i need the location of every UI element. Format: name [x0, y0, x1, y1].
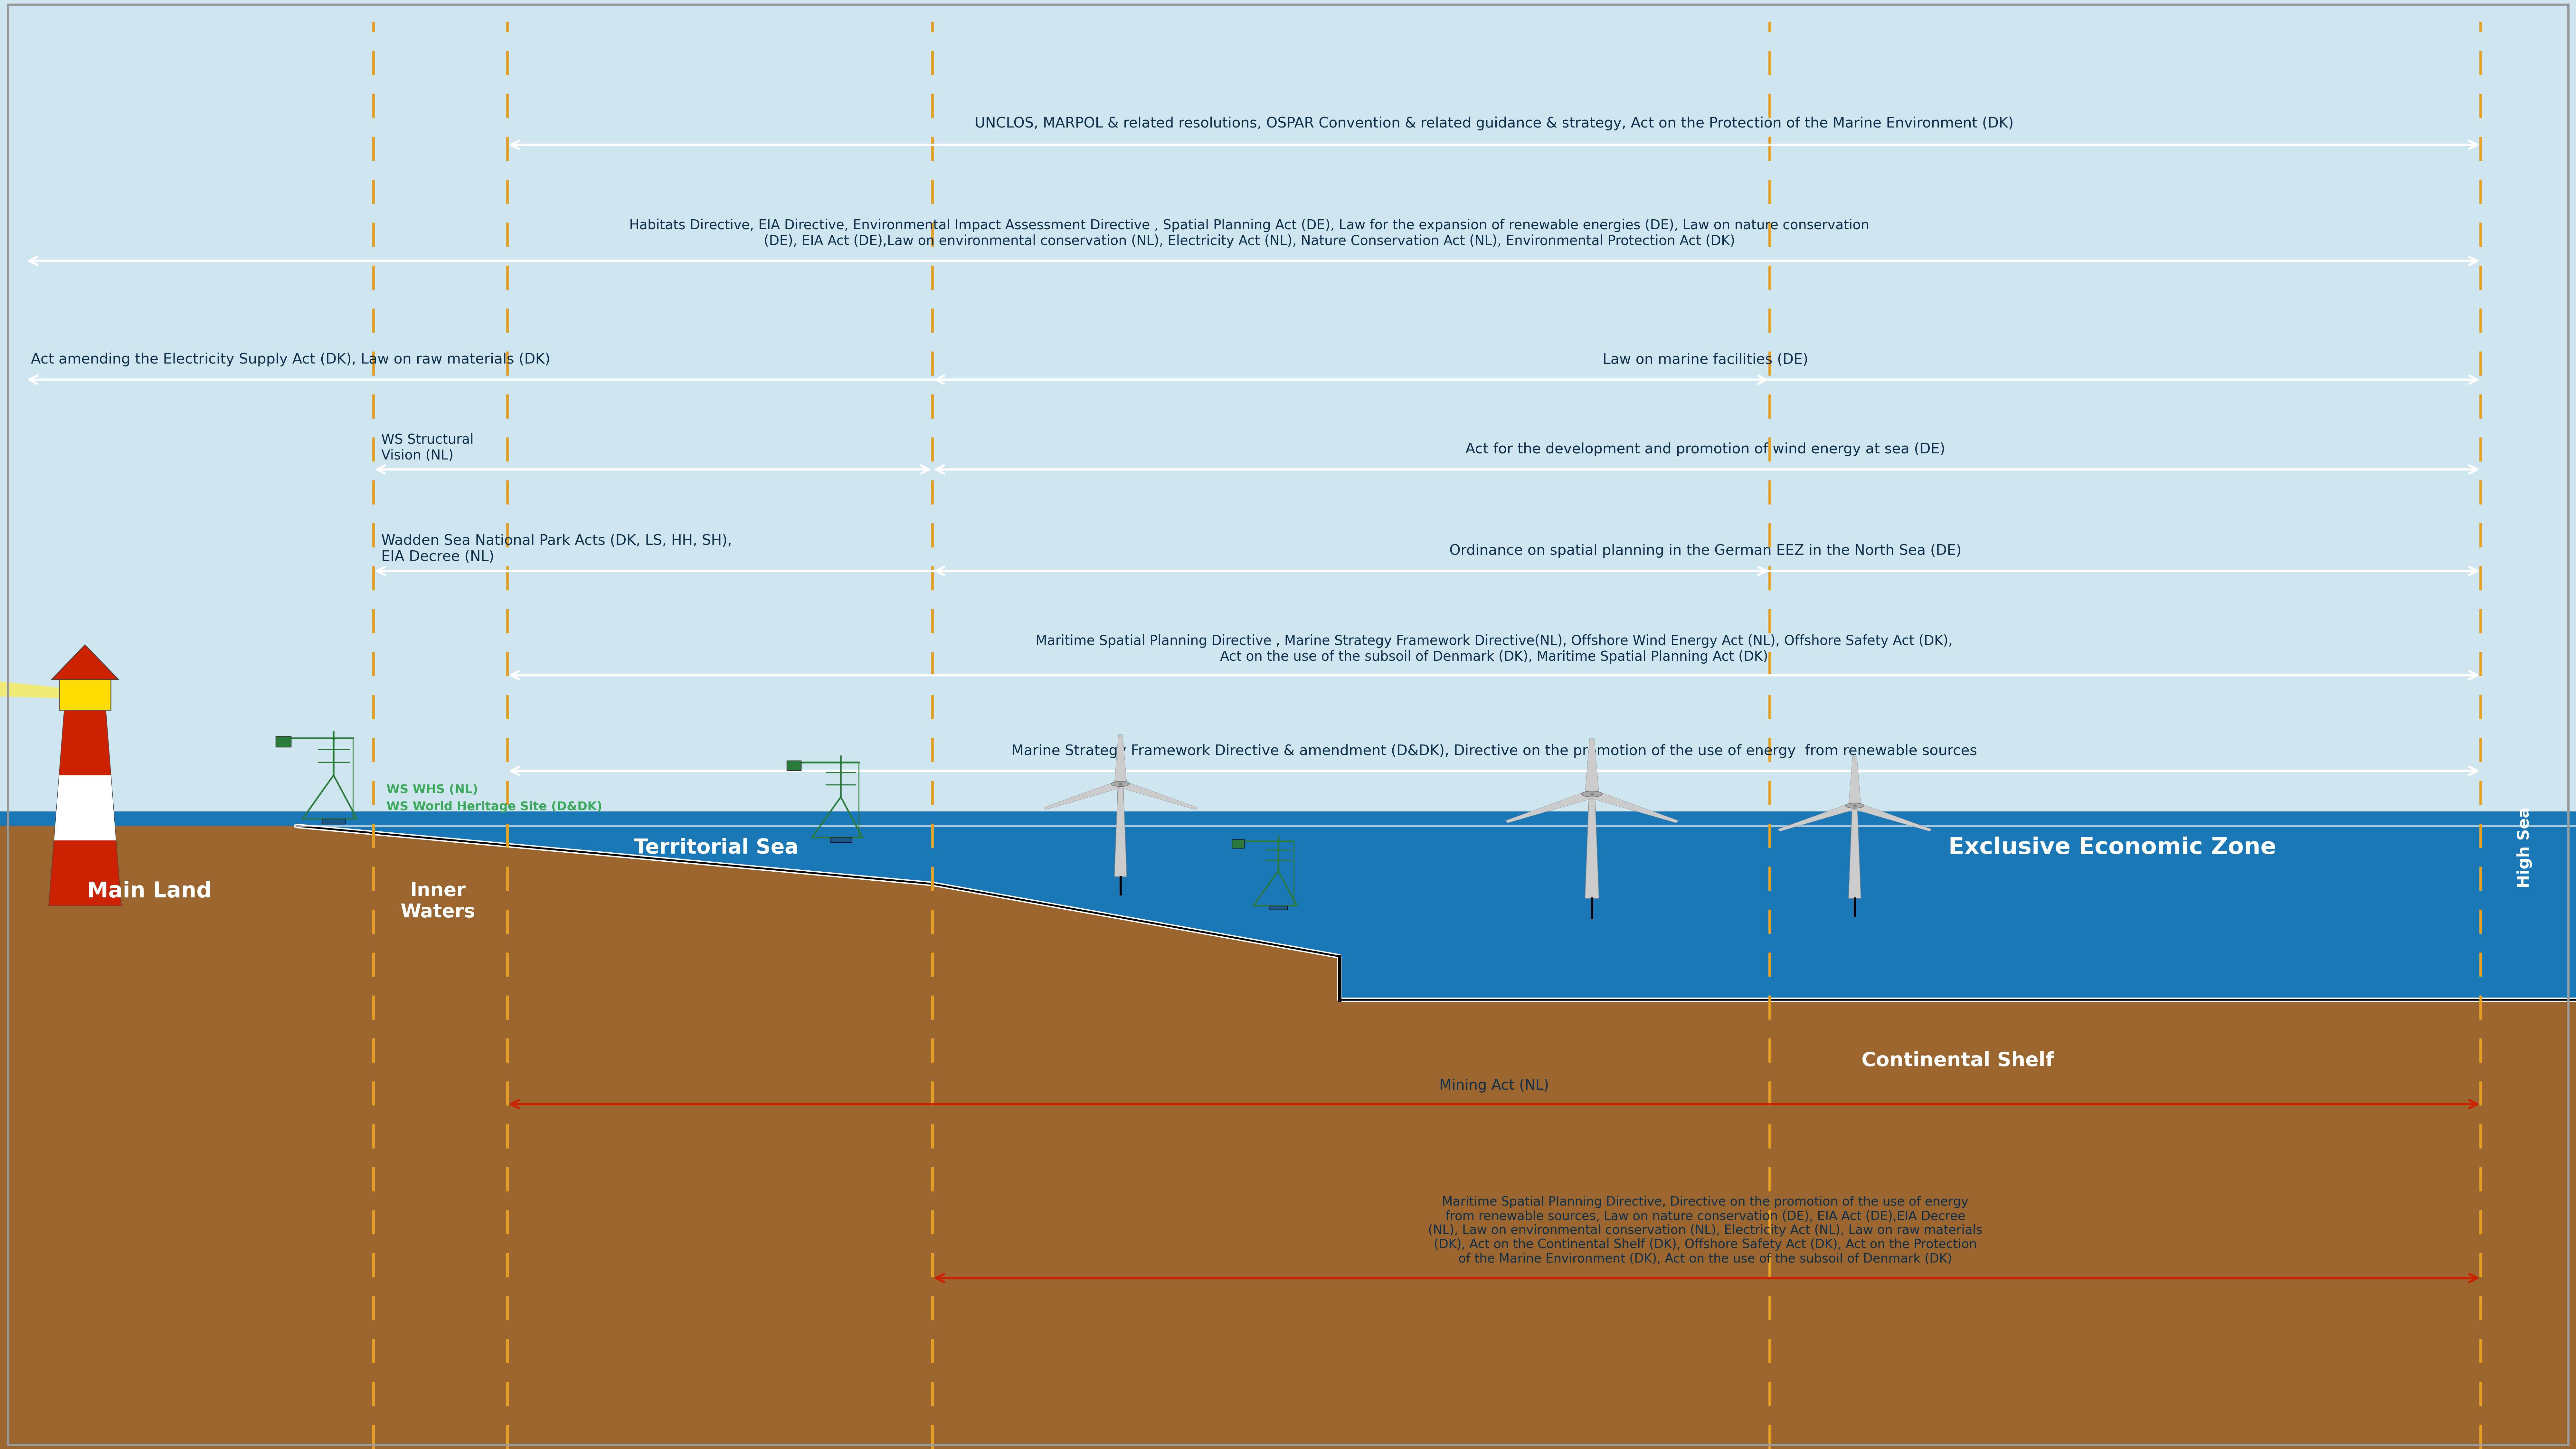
Text: Mining Act (NL): Mining Act (NL)	[1440, 1078, 1548, 1093]
Polygon shape	[1850, 806, 1860, 898]
FancyBboxPatch shape	[0, 826, 2576, 1449]
Text: Maritime Spatial Planning Directive , Marine Strategy Framework Directive(NL), O: Maritime Spatial Planning Directive , Ma…	[1036, 635, 1953, 664]
FancyBboxPatch shape	[0, 811, 2576, 1000]
Ellipse shape	[1829, 830, 2035, 894]
Polygon shape	[49, 710, 121, 906]
Ellipse shape	[1971, 829, 2254, 910]
Text: Act for the development and promotion of wind energy at sea (DE): Act for the development and promotion of…	[1466, 442, 1945, 456]
Polygon shape	[0, 678, 85, 698]
Text: High Sea: High Sea	[2517, 807, 2532, 888]
FancyBboxPatch shape	[322, 819, 345, 824]
Polygon shape	[1584, 794, 1600, 898]
Ellipse shape	[2236, 843, 2388, 897]
Text: Marine Strategy Framework Directive & amendment (D&DK), Directive on the promoti: Marine Strategy Framework Directive & am…	[1012, 743, 1976, 758]
Polygon shape	[52, 645, 118, 680]
Text: Continental Shelf: Continental Shelf	[1862, 1051, 2053, 1071]
Text: Habitats Directive, EIA Directive, Environmental Impact Assessment Directive , S: Habitats Directive, EIA Directive, Envir…	[629, 219, 1870, 248]
Text: Exclusive Economic Zone: Exclusive Economic Zone	[1947, 836, 2277, 859]
FancyBboxPatch shape	[1270, 906, 1288, 910]
Ellipse shape	[2128, 838, 2257, 884]
Polygon shape	[1852, 803, 1932, 832]
Ellipse shape	[1844, 803, 1865, 809]
Text: Inner
Waters: Inner Waters	[399, 881, 477, 922]
Ellipse shape	[1649, 829, 1958, 916]
Ellipse shape	[1571, 848, 1687, 890]
Text: Wadden Sea National Park Acts (DK, LS, HH, SH),
EIA Decree (NL): Wadden Sea National Park Acts (DK, LS, H…	[381, 533, 732, 564]
Text: UNCLOS, MARPOL & related resolutions, OSPAR Convention & related guidance & stra: UNCLOS, MARPOL & related resolutions, OS…	[974, 116, 2014, 130]
Ellipse shape	[1814, 840, 1947, 891]
Text: Maritime Spatial Planning Directive, Directive on the promotion of the use of en: Maritime Spatial Planning Directive, Dir…	[1427, 1195, 1984, 1265]
Text: Main Land: Main Land	[88, 881, 211, 901]
Polygon shape	[49, 840, 121, 906]
Polygon shape	[1118, 781, 1198, 810]
Ellipse shape	[1664, 849, 1772, 888]
Text: Territorial Sea: Territorial Sea	[634, 838, 799, 858]
Ellipse shape	[2231, 839, 2349, 882]
FancyBboxPatch shape	[786, 761, 801, 771]
Polygon shape	[1115, 784, 1126, 877]
Text: WS World Heritage Site (D&DK): WS World Heritage Site (D&DK)	[386, 801, 603, 813]
Ellipse shape	[1584, 840, 1765, 893]
Ellipse shape	[1625, 842, 1826, 911]
Ellipse shape	[1582, 791, 1602, 797]
Polygon shape	[1043, 781, 1123, 810]
Polygon shape	[1589, 791, 1680, 823]
Polygon shape	[1115, 735, 1126, 784]
Text: Act amending the Electricity Supply Act (DK), Law on raw materials (DK): Act amending the Electricity Supply Act …	[31, 352, 551, 367]
Ellipse shape	[1922, 842, 2045, 890]
Ellipse shape	[1950, 840, 2133, 906]
Polygon shape	[1777, 803, 1857, 832]
Text: Ordinance on spatial planning in the German EEZ in the North Sea (DE): Ordinance on spatial planning in the Ger…	[1450, 543, 1960, 558]
Ellipse shape	[2254, 833, 2486, 900]
Text: WS WHS (NL): WS WHS (NL)	[386, 784, 479, 796]
Text: WS Structural
Vision (NL): WS Structural Vision (NL)	[381, 433, 474, 462]
Polygon shape	[1584, 739, 1600, 794]
FancyBboxPatch shape	[829, 838, 853, 842]
Ellipse shape	[2143, 829, 2339, 887]
Polygon shape	[1850, 756, 1860, 806]
Polygon shape	[1504, 791, 1595, 823]
Ellipse shape	[1110, 781, 1131, 787]
Text: Law on marine facilities (DE): Law on marine facilities (DE)	[1602, 352, 1808, 367]
Polygon shape	[0, 826, 2576, 1449]
FancyBboxPatch shape	[276, 736, 291, 748]
FancyBboxPatch shape	[59, 678, 111, 710]
Ellipse shape	[2360, 845, 2499, 895]
FancyBboxPatch shape	[77, 782, 93, 906]
Ellipse shape	[1788, 843, 1973, 910]
FancyBboxPatch shape	[1231, 839, 1244, 848]
Polygon shape	[59, 710, 111, 775]
Polygon shape	[54, 775, 116, 840]
Ellipse shape	[2097, 843, 2269, 904]
